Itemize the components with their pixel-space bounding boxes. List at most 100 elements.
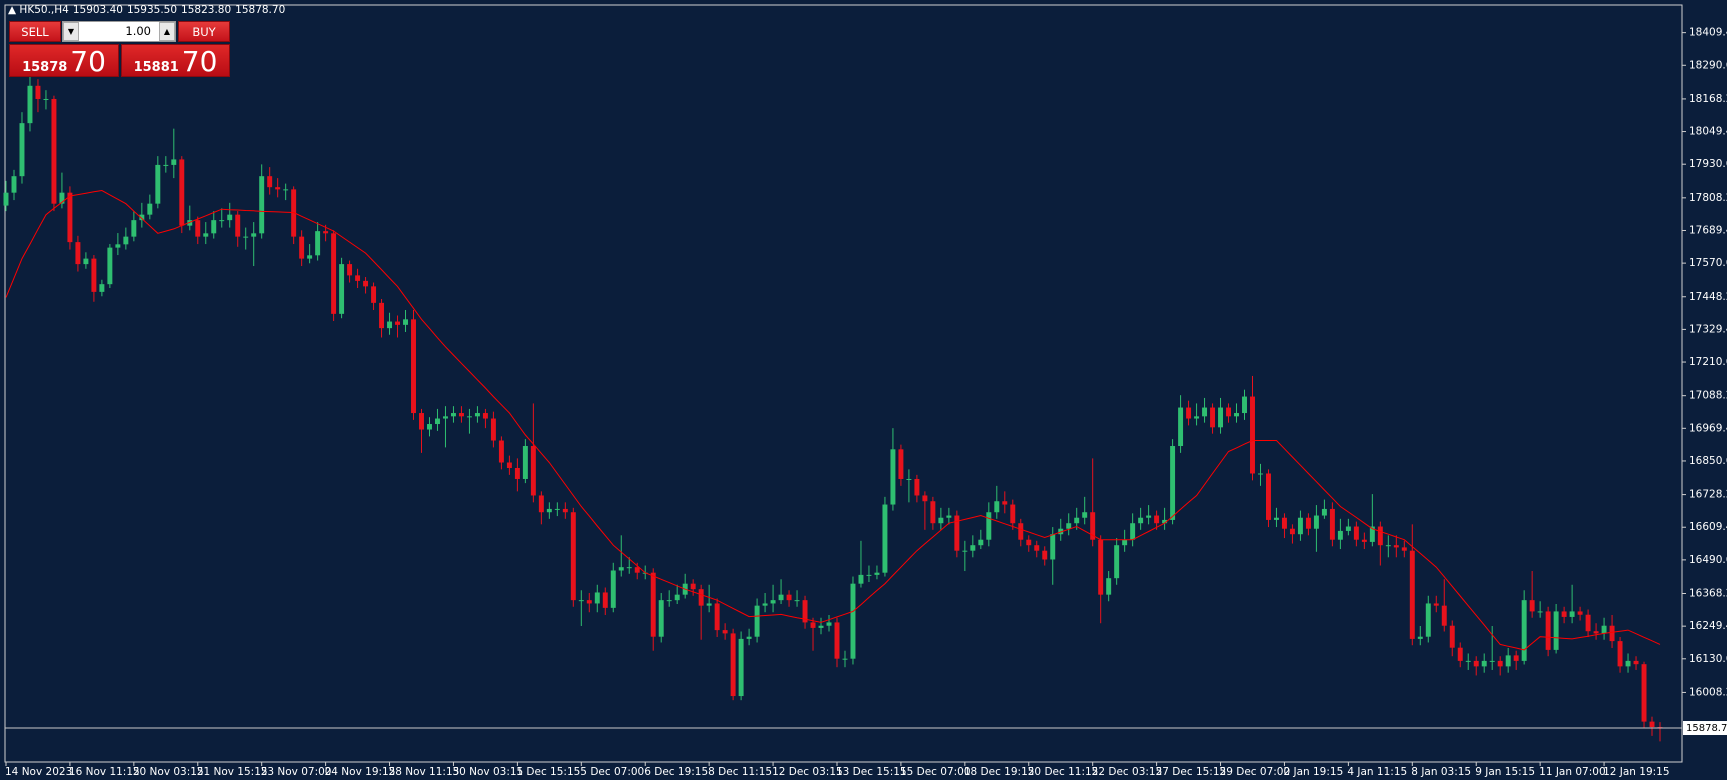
- candle-body: [235, 214, 241, 237]
- ohlc-high: 15935.50: [126, 4, 178, 16]
- x-tick-label: 5 Dec 07:00: [580, 766, 644, 778]
- candle-body: [267, 176, 273, 188]
- candle-body: [890, 449, 896, 505]
- candle-body: [67, 192, 73, 243]
- candle-body: [986, 512, 992, 540]
- sell-button[interactable]: SELL: [9, 21, 61, 42]
- y-tick-label: 16368.20: [1689, 588, 1727, 600]
- candle-body: [251, 233, 257, 237]
- candle-body: [219, 220, 225, 222]
- candle-body: [275, 187, 281, 190]
- candle-body: [283, 189, 289, 191]
- candle-body: [107, 247, 113, 285]
- x-tick-label: 16 Nov 11:15: [69, 766, 140, 778]
- chart-header: ▲ HK50.,H4 15903.40 15935.50 15823.80 15878.…: [8, 4, 286, 16]
- lot-field[interactable]: ▼ 1.00 ▲: [62, 21, 176, 42]
- candle-body: [83, 258, 89, 265]
- candle-body: [387, 321, 393, 329]
- candle-body: [778, 594, 784, 601]
- candle-body: [307, 255, 313, 259]
- candle-body: [506, 462, 512, 468]
- x-tick-label: 23 Nov 07:00: [261, 766, 332, 778]
- candle-body: [227, 214, 233, 221]
- candle-body: [1162, 519, 1168, 524]
- candle-body: [762, 603, 768, 606]
- candle-body: [978, 539, 984, 546]
- y-tick-label: 17088.20: [1689, 390, 1727, 402]
- candle-body: [538, 495, 544, 513]
- x-tick-label: 20 Nov 03:15: [133, 766, 204, 778]
- candle-body: [3, 192, 9, 206]
- candle-body: [730, 633, 736, 697]
- candle-body: [570, 512, 576, 601]
- candle-body: [59, 192, 65, 204]
- candle-body: [363, 280, 369, 287]
- candle-body: [834, 622, 840, 659]
- candle-body: [946, 515, 952, 518]
- candle-body: [1002, 501, 1008, 505]
- candle-body: [1154, 515, 1160, 524]
- candle-body: [690, 583, 696, 590]
- x-tick-label: 12 Dec 03:15: [772, 766, 843, 778]
- candle-body: [1170, 446, 1176, 520]
- candle-body: [1353, 526, 1359, 540]
- lot-down[interactable]: ▼: [63, 22, 79, 41]
- candle-body: [1561, 611, 1567, 617]
- candle-body: [626, 567, 632, 569]
- candle-body: [1393, 545, 1399, 548]
- candle-body: [1449, 625, 1455, 648]
- candle-body: [754, 605, 760, 637]
- candle-body: [1505, 655, 1511, 667]
- candle-body: [339, 264, 345, 314]
- candle-body: [1074, 517, 1080, 524]
- y-tick-label: 17808.20: [1689, 192, 1727, 204]
- candle-body: [458, 413, 464, 417]
- y-tick-label: 17570.60: [1689, 257, 1727, 269]
- x-tick-label: 24 Nov 19:15: [325, 766, 396, 778]
- candle-body: [1601, 625, 1607, 634]
- candle-body: [970, 545, 976, 551]
- candle-body: [1401, 547, 1407, 551]
- sell-price[interactable]: 15878 70: [9, 44, 119, 78]
- y-tick-label: 17329.40: [1689, 323, 1727, 335]
- candle-body: [1138, 517, 1144, 524]
- candle-body: [1050, 534, 1056, 560]
- x-tick-label: 18 Dec 19:15: [964, 766, 1035, 778]
- buy-price-pips: 70: [181, 45, 218, 78]
- candle-body: [922, 495, 928, 502]
- candle-body: [1625, 660, 1631, 667]
- candle-body: [1281, 517, 1287, 529]
- lot-up[interactable]: ▲: [159, 22, 175, 41]
- candle-body: [450, 413, 456, 417]
- candle-body: [802, 600, 808, 623]
- buy-button[interactable]: BUY: [178, 21, 230, 42]
- candle-body: [954, 515, 960, 551]
- candle-body: [1577, 611, 1583, 615]
- x-tick-label: 13 Dec 15:15: [836, 766, 907, 778]
- candle-body: [1521, 600, 1527, 661]
- candle-body: [698, 589, 704, 606]
- y-tick-label: 16969.40: [1689, 422, 1727, 434]
- candle-body: [1186, 407, 1192, 419]
- candle-body: [347, 264, 353, 276]
- candle-body: [395, 321, 401, 325]
- candle-body: [1417, 636, 1423, 639]
- candle-body: [1273, 517, 1279, 520]
- candle-body: [355, 275, 361, 281]
- candle-body: [1569, 611, 1575, 617]
- candle-body: [578, 600, 584, 602]
- buy-price[interactable]: 15881 70: [121, 44, 230, 78]
- x-tick-label: 9 Jan 15:15: [1475, 766, 1535, 778]
- candle-body: [658, 600, 664, 637]
- candle-body: [43, 98, 49, 100]
- candle-body: [650, 572, 656, 637]
- candle-body: [1130, 523, 1136, 540]
- candle-body: [554, 508, 560, 510]
- y-tick-label: 16130.60: [1689, 653, 1727, 665]
- candle-body: [1369, 526, 1375, 542]
- x-tick-label: 2 Jan 19:15: [1283, 766, 1343, 778]
- candle-body: [746, 636, 752, 639]
- candle-body: [1114, 545, 1120, 579]
- ohlc-close: 15878.70: [235, 4, 286, 16]
